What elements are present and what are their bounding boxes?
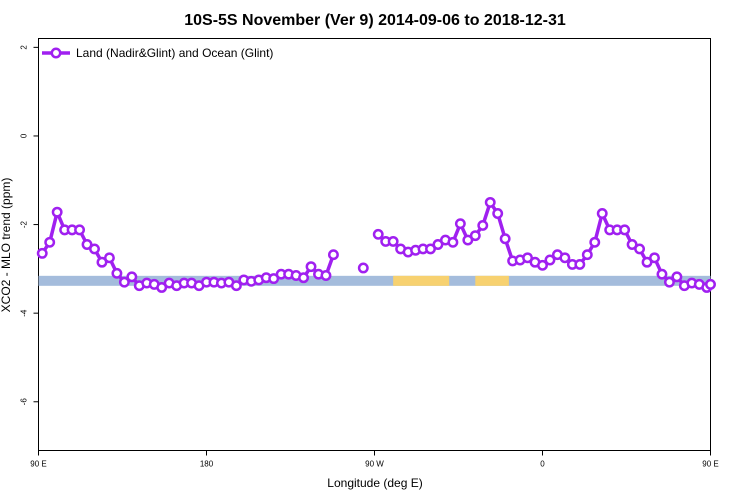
y-tick-label: -6 bbox=[20, 398, 29, 406]
y-axis-label: XCO2 - MLO trend (ppm) bbox=[0, 178, 13, 313]
x-axis-label: Longitude (deg E) bbox=[327, 476, 422, 490]
x-tick-label: 90 W bbox=[365, 460, 384, 469]
data-point bbox=[327, 249, 339, 261]
legend: Land (Nadir&Glint) and Ocean (Glint) bbox=[42, 46, 273, 60]
x-tick-label: 180 bbox=[200, 460, 214, 469]
data-point bbox=[626, 239, 638, 250]
data-point bbox=[44, 236, 56, 248]
data-point bbox=[596, 208, 608, 219]
x-tick-label: 0 bbox=[540, 460, 545, 469]
data-point bbox=[36, 247, 48, 259]
data-point bbox=[156, 282, 168, 293]
data-point bbox=[656, 268, 668, 280]
land-band-segment-1 bbox=[475, 275, 509, 286]
data-point bbox=[81, 239, 93, 250]
data-point bbox=[649, 252, 660, 264]
data-point bbox=[454, 218, 466, 230]
data-point bbox=[537, 259, 548, 271]
data-point bbox=[357, 262, 369, 274]
land-ocean-band bbox=[38, 275, 711, 286]
data-point bbox=[559, 252, 571, 264]
data-point bbox=[387, 235, 399, 247]
data-point bbox=[634, 243, 646, 255]
data-point bbox=[89, 243, 100, 255]
y-tick-label: -2 bbox=[20, 220, 29, 228]
x-axis: 90 E 180 90 W 0 90 E bbox=[30, 450, 719, 469]
data-point bbox=[118, 276, 130, 288]
x-tick-label: 90 E bbox=[30, 460, 46, 469]
data-point bbox=[641, 256, 653, 268]
data-point bbox=[522, 252, 534, 264]
data-point bbox=[574, 258, 586, 270]
data-point bbox=[96, 256, 108, 268]
chart-title: 10S-5S November (Ver 9) 2014-09-06 to 20… bbox=[184, 12, 566, 29]
data-point bbox=[126, 271, 138, 283]
legend-label: Land (Nadir&Glint) and Ocean (Glint) bbox=[76, 46, 273, 60]
data-point bbox=[619, 224, 631, 236]
data-point bbox=[469, 230, 481, 242]
plot-frame bbox=[38, 38, 711, 451]
series-layer bbox=[36, 196, 716, 293]
data-point bbox=[51, 206, 63, 218]
data-point bbox=[230, 280, 242, 292]
y-axis: 2 0 -2 -4 -6 bbox=[20, 45, 39, 406]
legend-marker bbox=[50, 47, 62, 59]
data-point bbox=[581, 249, 593, 261]
data-point bbox=[320, 270, 332, 281]
data-point bbox=[671, 271, 683, 283]
y-tick-label: 0 bbox=[20, 133, 29, 138]
data-point bbox=[492, 208, 504, 219]
land-band-segment-0 bbox=[393, 275, 450, 286]
y-tick-label: -4 bbox=[20, 309, 29, 317]
data-point bbox=[74, 224, 86, 236]
data-point bbox=[705, 278, 716, 290]
data-point bbox=[372, 228, 384, 240]
data-point bbox=[111, 267, 123, 279]
data-point bbox=[484, 196, 496, 208]
data-point bbox=[447, 236, 459, 248]
data-point bbox=[298, 272, 310, 284]
data-point bbox=[103, 252, 115, 264]
data-point bbox=[663, 276, 675, 288]
data-point bbox=[544, 254, 556, 266]
y-tick-label: 2 bbox=[20, 45, 29, 50]
data-point bbox=[499, 233, 511, 245]
data-point bbox=[305, 261, 317, 273]
ocean-band bbox=[38, 275, 711, 286]
data-point bbox=[477, 220, 489, 231]
data-point bbox=[432, 239, 444, 250]
data-point bbox=[268, 273, 280, 285]
x-tick-label: 90 E bbox=[702, 460, 718, 469]
data-point bbox=[462, 234, 474, 246]
data-point bbox=[425, 243, 436, 255]
data-point bbox=[589, 236, 601, 248]
